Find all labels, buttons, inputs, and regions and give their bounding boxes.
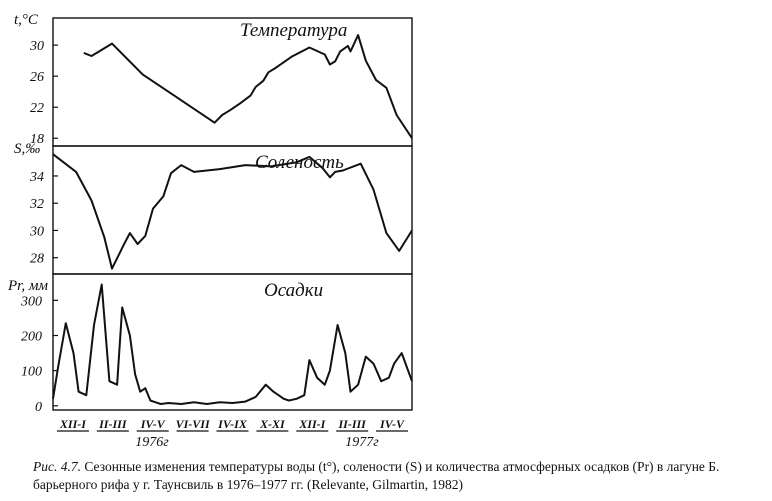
y-tick-label: 200 [21,329,42,344]
y-tick-label: 30 [29,224,44,239]
x-tick-label: IV-V [379,417,405,431]
caption-text: Сезонные изменения температуры воды (t°)… [33,459,720,492]
y-axis-label: Pr, мм [7,278,48,294]
panel-temperature: 18 22 26 30 t,°C Температура [14,12,413,147]
y-tick-label: 26 [30,70,44,85]
x-year-label: 1977г [345,435,379,450]
y-tick-label: 28 [30,252,44,267]
y-tick-label: 18 [30,132,44,147]
x-tick-label: X-XI [259,417,286,431]
figure: 18 22 26 30 t,°C Температура 28 30 32 34 S,‰ Солено… [7,12,413,450]
series-line-precipitation [52,283,413,405]
x-year-label: 1976г [135,435,169,450]
panel-salinity: 28 30 32 34 S,‰ Соленость [14,141,413,275]
y-axis-label: t,°C [14,12,39,28]
panel-title: Соленость [255,152,344,173]
series-line-salinity [52,153,413,270]
y-axis-label: S,‰ [14,141,40,157]
x-tick-label: II-III [98,417,128,431]
x-tick-label: XII-I [298,417,326,431]
y-tick-label: 22 [30,101,44,116]
y-tick-label: 300 [20,294,42,309]
x-axis: XII-I II-III IV-V VI-VII IV-IX X-XI XII-I II-II… [56,417,409,450]
figure-caption: Рис. 4.7. Сезонные изменения температуры… [33,458,753,494]
x-tick-label: IV-IX [217,417,248,431]
y-tick-label: 32 [29,197,44,212]
panel-title: Осадки [264,280,323,301]
x-tick-label: VI-VII [176,417,211,431]
series-line-temperature [83,34,413,139]
y-tick-label: 30 [29,39,44,54]
y-tick-label: 100 [21,365,42,380]
panel-frame [52,273,413,411]
x-tick-label: II-III [337,417,367,431]
panel-title: Температура [240,20,347,41]
y-tick-label: 34 [29,170,44,185]
y-tick-label: 0 [35,400,42,415]
caption-label: Рис. 4.7. [33,459,81,474]
x-tick-label: XII-I [59,417,87,431]
x-tick-label: IV-V [140,417,166,431]
